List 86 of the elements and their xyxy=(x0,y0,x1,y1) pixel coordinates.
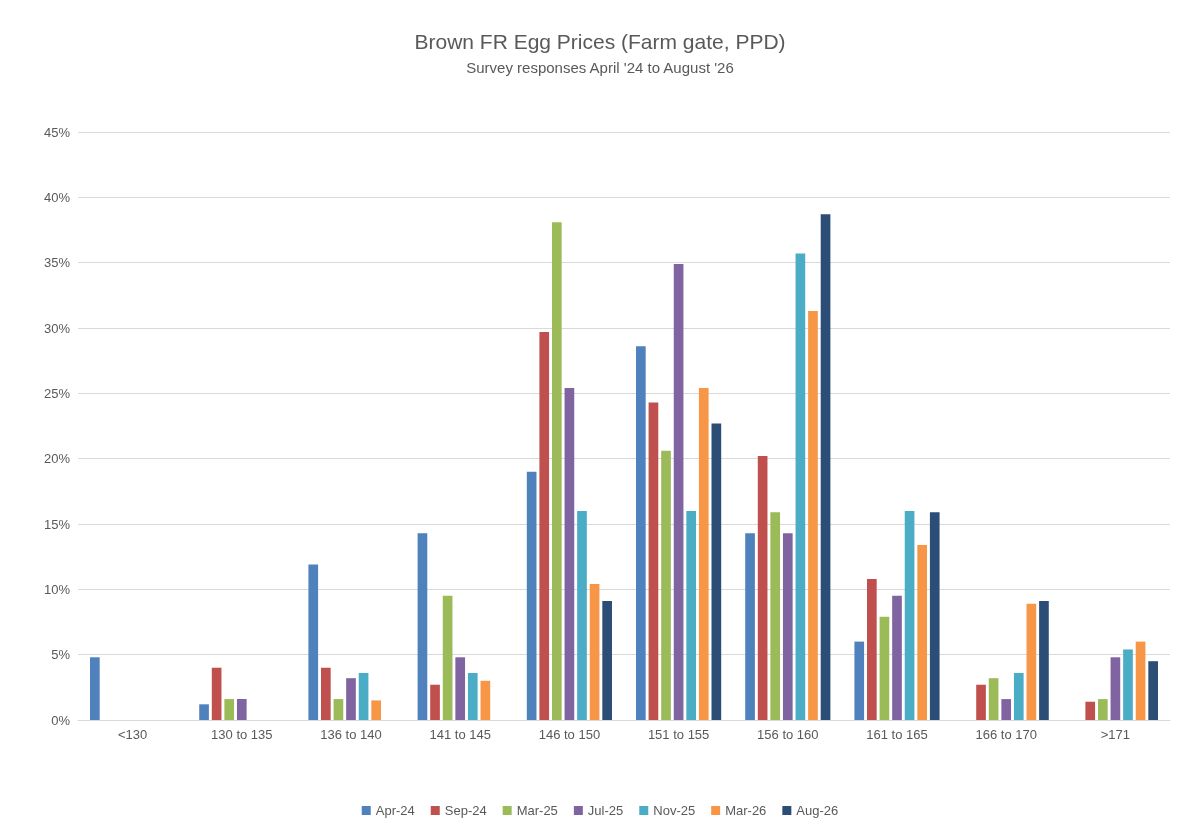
y-tick-label: 0% xyxy=(51,712,71,728)
y-tick-label: 30% xyxy=(43,320,71,336)
bar xyxy=(782,533,793,720)
bar xyxy=(442,595,453,720)
bar xyxy=(976,684,986,720)
chart-title: Brown FR Egg Prices (Farm gate, PPD) xyxy=(414,30,786,53)
x-tick-label: 136 to 140 xyxy=(320,727,382,742)
x-tick-label: 166 to 170 xyxy=(975,727,1037,742)
legend-label: Mar-26 xyxy=(725,803,767,818)
bar xyxy=(686,510,697,720)
bar xyxy=(711,423,722,720)
y-tick-label: 45% xyxy=(43,124,71,140)
bar xyxy=(539,331,550,720)
bar xyxy=(577,510,587,720)
y-tick-label: 35% xyxy=(43,255,71,271)
y-tick-label: 10% xyxy=(43,581,71,597)
bar xyxy=(929,512,940,720)
x-tick-label: 141 to 145 xyxy=(429,727,491,742)
bar xyxy=(224,699,235,720)
bar xyxy=(371,700,382,720)
y-tick-label: 40% xyxy=(43,189,71,205)
bar xyxy=(648,402,659,720)
bar xyxy=(988,678,999,720)
bar xyxy=(589,584,600,720)
bar xyxy=(1135,641,1146,720)
bar xyxy=(417,533,428,720)
bar xyxy=(698,388,709,720)
bar xyxy=(1097,699,1108,720)
bar xyxy=(90,657,100,720)
bar xyxy=(480,680,491,720)
legend-label: Apr-24 xyxy=(375,803,415,818)
chart-subtitle: Survey responses April '24 to August '26 xyxy=(466,59,734,76)
bar xyxy=(1026,603,1037,720)
x-tick-label: >171 xyxy=(1100,727,1131,742)
x-tick-label: 156 to 160 xyxy=(757,727,819,742)
bar xyxy=(333,699,344,720)
bar xyxy=(1148,661,1158,720)
y-tick-label: 5% xyxy=(51,647,71,663)
bar xyxy=(467,672,478,720)
bar xyxy=(770,512,781,720)
legend-label: Nov-25 xyxy=(653,803,696,818)
bar xyxy=(430,684,440,720)
y-tick-label: 15% xyxy=(43,516,71,532)
bar xyxy=(346,678,356,720)
bar xyxy=(795,253,806,720)
legend-label: Jul-25 xyxy=(587,803,624,818)
bar xyxy=(526,471,537,720)
bar xyxy=(1013,672,1024,720)
legend-label: Sep-24 xyxy=(444,803,487,818)
bar xyxy=(879,616,890,720)
x-tick-label: 146 to 150 xyxy=(538,727,601,742)
bar xyxy=(308,564,319,720)
bar xyxy=(745,533,755,720)
bar xyxy=(854,641,865,720)
y-tick-label: 20% xyxy=(43,451,71,467)
bar xyxy=(1039,601,1049,720)
y-tick-label: 25% xyxy=(43,385,71,401)
bar xyxy=(564,388,575,720)
x-tick-label: 130 to 135 xyxy=(211,727,273,742)
bar xyxy=(455,657,466,720)
bar xyxy=(602,601,612,720)
bar xyxy=(636,346,646,720)
bar xyxy=(1110,657,1121,720)
bar xyxy=(1001,699,1012,720)
bar xyxy=(892,595,902,720)
bar xyxy=(320,667,331,720)
bar xyxy=(757,456,768,720)
bar xyxy=(866,578,877,720)
bar xyxy=(211,667,222,720)
bar xyxy=(820,214,831,720)
legend-label: Mar-25 xyxy=(516,803,558,818)
bar xyxy=(358,672,369,720)
bar xyxy=(551,222,562,720)
bar xyxy=(661,450,671,720)
legend-label: Aug-26 xyxy=(796,803,839,818)
x-tick-label: <130 xyxy=(117,727,148,742)
x-tick-label: 151 to 155 xyxy=(647,727,710,742)
bar xyxy=(917,544,928,720)
bar xyxy=(199,704,209,720)
bar xyxy=(236,699,247,720)
bar xyxy=(1123,649,1133,720)
x-tick-label: 161 to 165 xyxy=(866,727,928,742)
bar xyxy=(673,263,684,720)
bar xyxy=(904,510,915,720)
bar xyxy=(1085,701,1096,720)
bar xyxy=(808,311,818,720)
